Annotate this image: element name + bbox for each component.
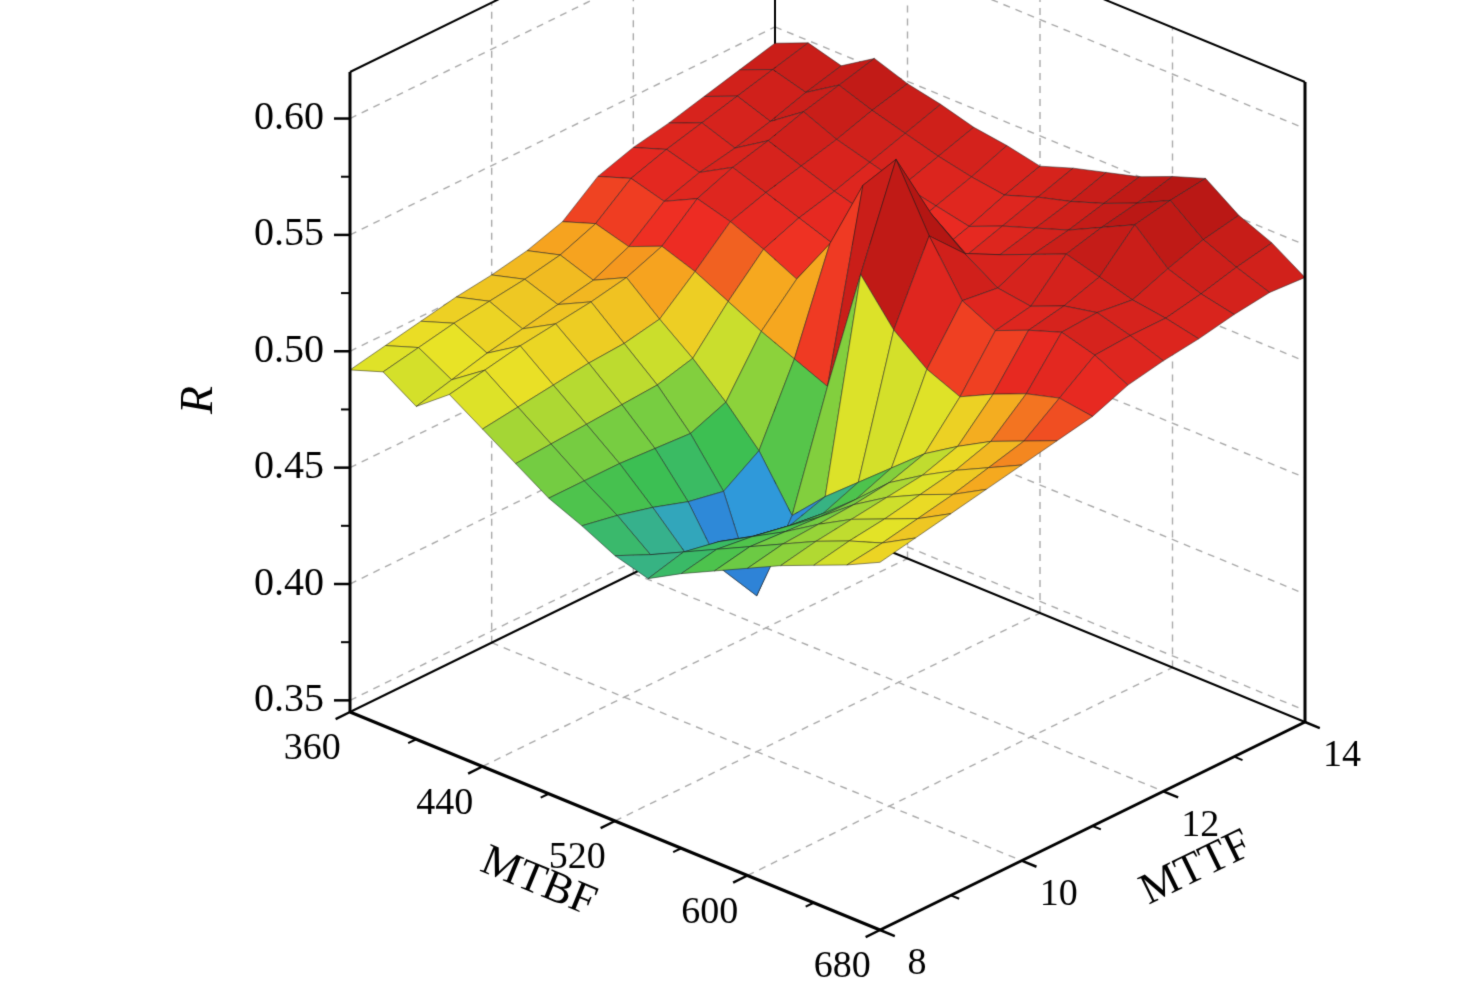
3d-surface-plot-canvas [0,0,1476,987]
chart-figure [0,0,1476,987]
